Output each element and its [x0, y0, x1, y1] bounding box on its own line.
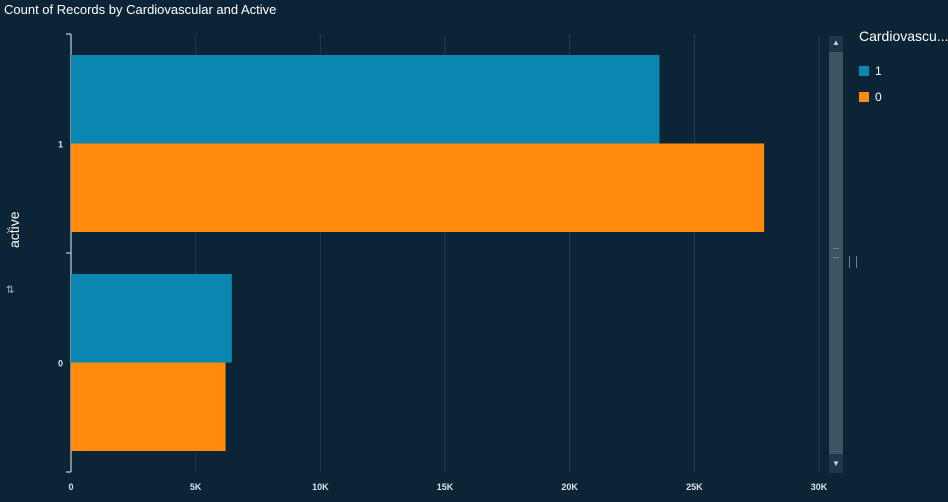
y-axis-title[interactable]: active [6, 211, 22, 248]
legend-title: Cardiovascu... [859, 28, 948, 44]
legend-label: 0 [875, 90, 882, 104]
x-tick-label: 25K [686, 482, 703, 492]
x-tick-label: 0 [68, 482, 73, 492]
x-tick-label: 20K [561, 482, 578, 492]
bar-1-series-0 [71, 143, 765, 232]
x-tick-label: 5K [190, 482, 202, 492]
scrollbar-grip-icon [833, 248, 839, 258]
bar-1-series-1 [71, 55, 660, 144]
legend-item-1[interactable]: 1 [859, 64, 882, 78]
chart-title: Count of Records by Cardiovascular and A… [4, 2, 277, 17]
scrollbar-thumb[interactable] [829, 52, 843, 454]
sort-icon[interactable]: ⇅ [6, 285, 15, 296]
bar-0-series-1 [71, 274, 232, 363]
y-tick-label: 1 [58, 140, 63, 150]
scroll-down-icon[interactable]: ▼ [832, 459, 840, 468]
scroll-up-icon[interactable]: ▲ [832, 38, 840, 47]
legend-label: 1 [875, 64, 882, 78]
bar-0-series-0 [71, 362, 226, 451]
y-tick-label: 0 [58, 359, 63, 369]
x-tick-label: 15K [437, 482, 454, 492]
resize-handle[interactable] [849, 256, 857, 268]
x-tick-label: 10K [312, 482, 329, 492]
chevron-right-icon[interactable]: › [6, 222, 11, 237]
legend-item-0[interactable]: 0 [859, 90, 882, 104]
legend-swatch [859, 92, 869, 102]
x-tick-label: 30K [811, 482, 828, 492]
legend-swatch [859, 66, 869, 76]
